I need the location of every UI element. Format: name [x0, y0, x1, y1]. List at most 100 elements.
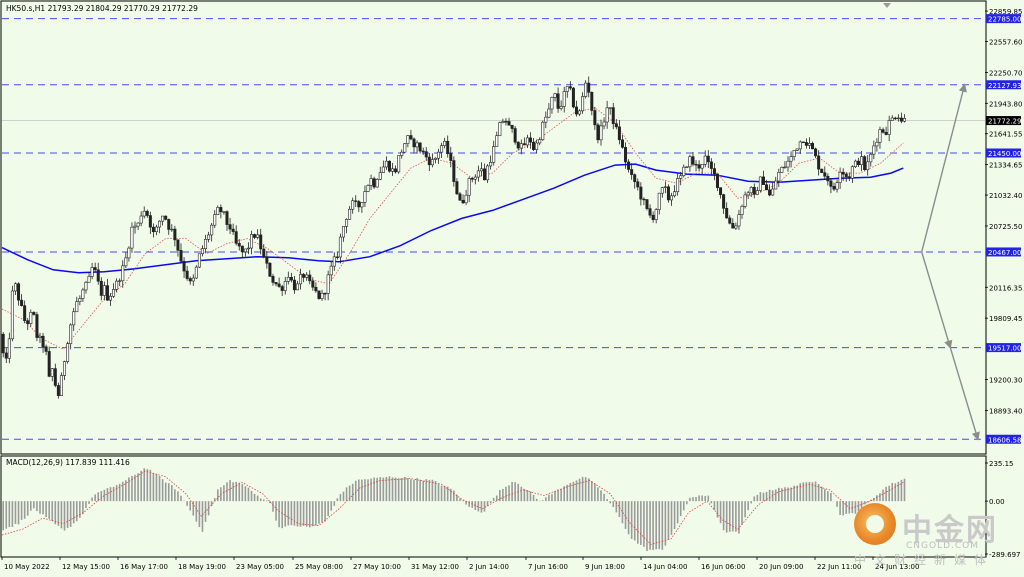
- candle-body: [369, 178, 373, 186]
- candle-body: [519, 143, 523, 149]
- current-price-badge: [986, 116, 1021, 126]
- candle-body: [532, 141, 536, 150]
- candle-body: [210, 224, 214, 236]
- candle-body: [715, 173, 719, 188]
- candle-body: [670, 195, 674, 201]
- candle-body: [372, 178, 376, 188]
- candle-body: [136, 222, 140, 227]
- level-badge-label: 22785.00: [988, 16, 1021, 24]
- candle-body: [694, 163, 698, 166]
- candle-body: [102, 285, 106, 296]
- y-tick-label: 18893.40: [989, 407, 1022, 415]
- candle-body: [498, 122, 502, 137]
- candle-body: [817, 155, 821, 170]
- candle-body: [648, 208, 652, 216]
- candle-body: [207, 234, 211, 240]
- candle-body: [489, 161, 493, 167]
- scroll-marker-icon[interactable]: [883, 3, 891, 8]
- candle-body: [734, 225, 738, 229]
- candle-body: [814, 148, 818, 157]
- candle-body: [863, 156, 867, 170]
- candle-body: [179, 250, 183, 262]
- ma-fast-line: [1, 107, 904, 350]
- candle-body: [510, 124, 514, 129]
- y-tick-label: 20116.35: [989, 284, 1022, 292]
- candle-body: [4, 352, 8, 359]
- candle-body: [789, 156, 793, 162]
- candle-body: [188, 278, 192, 282]
- candle-body: [881, 129, 885, 133]
- projection-arrow: [949, 347, 980, 441]
- candle-body: [44, 346, 48, 352]
- candle-body: [228, 224, 232, 230]
- candle-body: [26, 320, 30, 324]
- candle-body: [860, 156, 864, 165]
- candle-body: [378, 172, 382, 180]
- candle-body: [194, 266, 198, 279]
- candle-body: [87, 276, 91, 283]
- level-badge: [986, 148, 1021, 158]
- candle-body: [878, 129, 882, 143]
- candle-body: [596, 124, 600, 141]
- x-tick-label: 20 Jun 09:00: [759, 563, 803, 571]
- candle-body: [66, 343, 70, 362]
- candle-body: [366, 185, 370, 192]
- candle-body: [197, 253, 201, 268]
- x-tick-label: 12 May 15:00: [62, 563, 110, 571]
- candle-body: [443, 140, 447, 146]
- candle-body: [847, 176, 851, 179]
- candle-body: [700, 164, 704, 169]
- candle-body: [765, 184, 769, 191]
- candle-body: [375, 179, 379, 188]
- candle-body: [458, 193, 462, 201]
- candle-body: [571, 87, 575, 108]
- candle-body: [461, 199, 465, 204]
- x-tick-label: 7 Jun 16:00: [528, 563, 568, 571]
- candle-body: [728, 217, 732, 224]
- candle-body: [725, 208, 729, 219]
- y-tick-label: 20725.50: [989, 223, 1022, 231]
- candle-body: [660, 187, 664, 194]
- y-tick-label: 21032.40: [989, 192, 1022, 200]
- candle-body: [10, 290, 14, 340]
- candle-body: [274, 282, 278, 285]
- candle-body: [470, 178, 474, 180]
- candle-body: [559, 106, 563, 109]
- candle-body: [804, 142, 808, 146]
- x-tick-label: 10 May 2022: [4, 563, 50, 571]
- candle-body: [29, 312, 33, 324]
- candle-body: [173, 228, 177, 241]
- candle-body: [617, 126, 621, 141]
- current-price-label: 21772.29: [988, 118, 1021, 126]
- candle-body: [743, 194, 747, 207]
- candle-body: [719, 187, 723, 195]
- candle-body: [642, 198, 646, 201]
- candle-body: [357, 201, 361, 208]
- candle-body: [151, 226, 155, 233]
- candle-body: [574, 106, 578, 115]
- candle-body: [811, 143, 815, 150]
- candle-body: [145, 210, 149, 216]
- candle-body: [620, 139, 624, 148]
- level-badge-label: 18606.58: [988, 436, 1021, 444]
- candle-body: [525, 137, 529, 146]
- candle-body: [832, 186, 836, 190]
- y-tick-label: 21943.80: [989, 100, 1022, 108]
- candle-body: [887, 120, 891, 135]
- candle-body: [479, 168, 483, 172]
- projection-arrow: [921, 251, 953, 349]
- candle-body: [541, 121, 545, 140]
- candle-body: [148, 215, 152, 228]
- candle-body: [820, 168, 824, 173]
- candle-body: [185, 270, 189, 279]
- candle-body: [182, 260, 186, 272]
- candle-body: [332, 256, 336, 267]
- candle-body: [286, 276, 290, 282]
- candle-body: [697, 164, 701, 169]
- candle-body: [262, 248, 266, 258]
- candle-body: [899, 117, 903, 122]
- candle-body: [522, 143, 526, 146]
- candle-body: [685, 166, 689, 168]
- candle-body: [602, 121, 606, 127]
- candle-body: [556, 93, 560, 109]
